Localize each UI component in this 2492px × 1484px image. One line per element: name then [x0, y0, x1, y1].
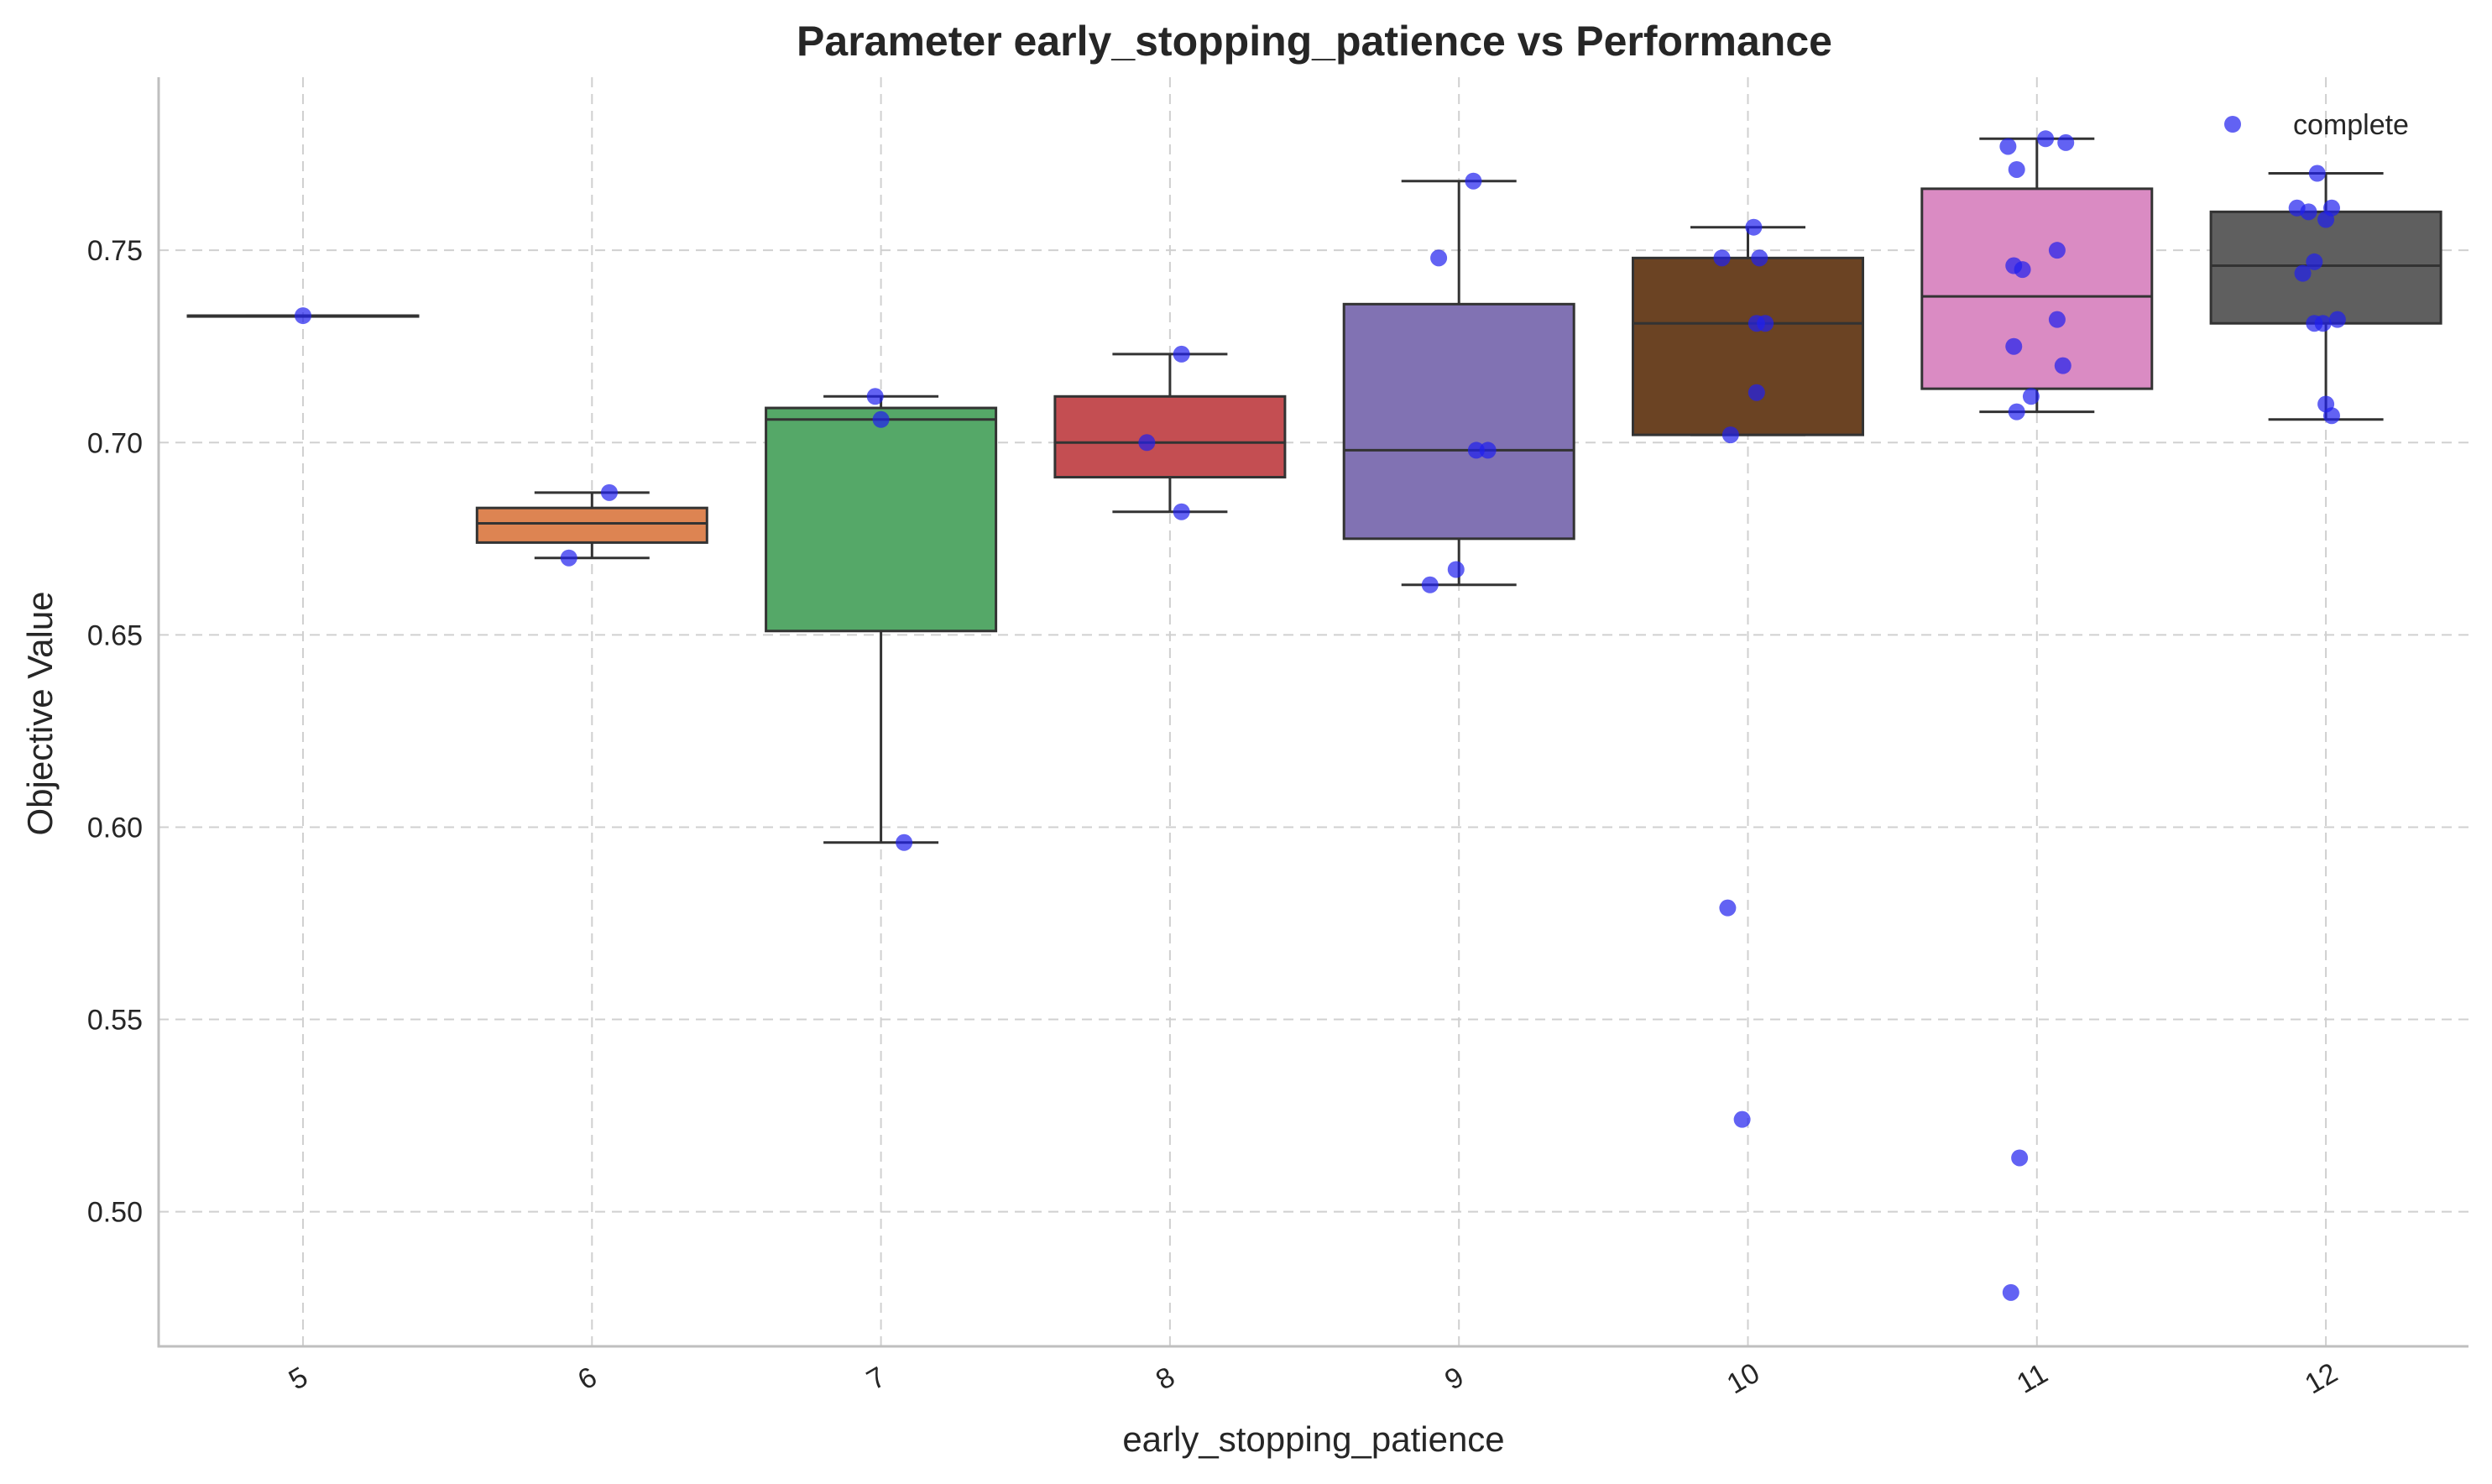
- box-11: [1920, 137, 2154, 414]
- data-point: [600, 483, 618, 501]
- axis-spines: [157, 77, 2468, 1348]
- box-body: [1920, 187, 2154, 390]
- box-body: [475, 506, 708, 544]
- y-tick-label: 0.70: [87, 427, 143, 459]
- data-point: [1745, 218, 1763, 236]
- box-body: [1342, 302, 1575, 541]
- legend-label-complete: complete: [2293, 109, 2409, 141]
- data-point: [2294, 264, 2312, 282]
- data-point: [1430, 249, 1448, 267]
- data-point: [1719, 899, 1737, 917]
- data-point: [2314, 315, 2332, 332]
- data-point: [1748, 384, 1765, 401]
- box-8: [1053, 353, 1287, 514]
- data-point: [295, 307, 311, 325]
- y-tick-label: 0.65: [87, 619, 143, 651]
- data-point: [2306, 253, 2323, 270]
- data-point: [872, 410, 890, 428]
- data-point: [2011, 1149, 2029, 1167]
- y-axis-label: Objective Value: [20, 591, 60, 835]
- chart-title: Parameter early_stopping_patience vs Per…: [797, 18, 1832, 65]
- data-point: [1467, 442, 1485, 459]
- data-point: [2317, 211, 2335, 228]
- box-body: [1632, 256, 1864, 436]
- data-point: [1999, 138, 2017, 155]
- data-point: [2322, 407, 2340, 425]
- data-point: [1751, 249, 1768, 267]
- box-7: [765, 395, 998, 844]
- data-point: [1173, 345, 1190, 363]
- data-point: [560, 549, 577, 567]
- data-point: [1173, 503, 1190, 520]
- box-6: [475, 491, 708, 560]
- box-12: [2209, 172, 2442, 421]
- data-point: [1421, 576, 1439, 593]
- data-point: [2008, 160, 2025, 178]
- data-point: [866, 388, 884, 405]
- box-10: [1632, 226, 1864, 436]
- data-point: [1447, 561, 1465, 578]
- data-point: [1733, 1110, 1751, 1128]
- y-tick-label: 0.75: [87, 235, 143, 267]
- data-points: [295, 130, 2346, 1301]
- data-point: [1479, 442, 1497, 459]
- legend: complete: [2224, 109, 2409, 141]
- y-tick-label: 0.60: [87, 812, 143, 844]
- data-point: [2048, 311, 2066, 328]
- box-body: [2209, 210, 2442, 325]
- data-point: [1721, 426, 1739, 444]
- x-axis-label: early_stopping_patience: [1122, 1419, 1504, 1459]
- legend-marker-complete: [2224, 116, 2241, 133]
- data-point: [2008, 403, 2025, 421]
- y-tick-label: 0.55: [87, 1005, 143, 1037]
- y-tick-label: 0.50: [87, 1197, 143, 1229]
- data-point: [896, 833, 913, 851]
- data-point: [2002, 1283, 2019, 1301]
- data-point: [2308, 165, 2326, 182]
- box-9: [1342, 180, 1575, 587]
- data-point: [2054, 357, 2071, 374]
- data-point: [2057, 133, 2075, 151]
- data-point: [2005, 337, 2023, 355]
- data-point: [2014, 261, 2031, 279]
- data-point: [2300, 203, 2317, 221]
- box-body: [1053, 395, 1287, 479]
- data-point: [1138, 434, 1156, 452]
- data-point: [1465, 172, 1482, 190]
- data-point: [2048, 242, 2066, 259]
- data-point: [2022, 388, 2040, 405]
- data-point: [2328, 311, 2346, 328]
- data-point: [1757, 315, 1774, 332]
- data-point: [2037, 130, 2055, 148]
- data-point: [1713, 249, 1731, 267]
- y-tick-labels: 0.50 0.55 0.60 0.65 0.70 0.75: [87, 235, 143, 1228]
- box-body: [765, 406, 998, 633]
